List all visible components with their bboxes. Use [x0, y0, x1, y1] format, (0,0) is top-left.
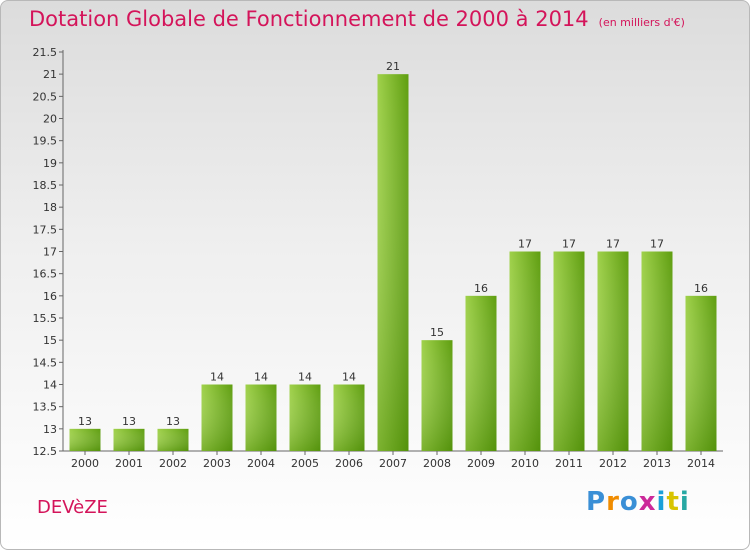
x-tick-label: 2010 [511, 457, 539, 470]
y-tick-label: 18 [43, 201, 57, 214]
bar-shade [465, 295, 497, 451]
y-tick-label: 14.5 [33, 356, 58, 369]
y-tick-label: 21.5 [33, 46, 58, 59]
bar-value-label: 17 [518, 238, 532, 251]
bar-value-label: 14 [210, 371, 224, 384]
logo-letter: P [586, 487, 607, 517]
bar-value-label: 17 [650, 238, 664, 251]
x-tick-label: 2007 [379, 457, 407, 470]
bar-shade [641, 251, 673, 451]
bar-value-label: 21 [386, 60, 400, 73]
logo-letter: o [619, 487, 639, 517]
x-tick-label: 2011 [555, 457, 583, 470]
bar-shade [685, 295, 717, 451]
y-tick-label: 15 [43, 334, 57, 347]
y-tick-label: 15.5 [33, 312, 58, 325]
bar-value-label: 13 [78, 415, 92, 428]
x-tick-label: 2004 [247, 457, 275, 470]
bar-value-label: 16 [694, 282, 708, 295]
x-tick-label: 2000 [71, 457, 99, 470]
x-tick-label: 2013 [643, 457, 671, 470]
chart-title: Dotation Globale de Fonctionnement de 20… [29, 7, 685, 31]
bar-shade [597, 251, 629, 451]
y-tick-label: 13 [43, 423, 57, 436]
commune-name: DEVèZE [37, 497, 108, 518]
x-tick-label: 2002 [159, 457, 187, 470]
logo-letter: i [679, 487, 690, 517]
y-tick-label: 16.5 [33, 268, 58, 281]
unit-note: (en milliers d'€) [598, 16, 685, 29]
bar-value-label: 14 [254, 371, 268, 384]
y-tick-label: 19 [43, 157, 57, 170]
y-tick-label: 21 [43, 68, 57, 81]
bar-shade [69, 428, 101, 451]
y-tick-label: 20 [43, 113, 57, 126]
bar-value-label: 17 [562, 238, 576, 251]
y-tick-label: 13.5 [33, 401, 58, 414]
x-tick-label: 2014 [687, 457, 715, 470]
bar-value-label: 14 [342, 371, 356, 384]
logo-letter: r [606, 487, 620, 517]
x-tick-label: 2005 [291, 457, 319, 470]
bar-value-label: 14 [298, 371, 312, 384]
bar-shade [113, 428, 145, 451]
x-tick-label: 2012 [599, 457, 627, 470]
bar-shade [553, 251, 585, 451]
y-tick-label: 14 [43, 379, 57, 392]
bar-value-label: 16 [474, 282, 488, 295]
logo-letter: t [666, 487, 680, 517]
bar-shade [377, 74, 409, 452]
bar-shade [245, 384, 277, 451]
bar-value-label: 13 [166, 415, 180, 428]
bar-shade [421, 340, 453, 451]
x-tick-label: 2009 [467, 457, 495, 470]
logo-letter: x [638, 487, 657, 517]
bar-value-label: 13 [122, 415, 136, 428]
proxiti-logo: Proxiti [586, 487, 690, 517]
y-tick-label: 12.5 [33, 445, 58, 458]
bar-shade [289, 384, 321, 451]
y-tick-label: 16 [43, 290, 57, 303]
bar-shade [157, 428, 189, 451]
y-tick-label: 17 [43, 246, 57, 259]
x-tick-label: 2003 [203, 457, 231, 470]
x-tick-label: 2001 [115, 457, 143, 470]
bar-shade [333, 384, 365, 451]
bar-value-label: 15 [430, 326, 444, 339]
y-tick-label: 18.5 [33, 179, 58, 192]
logo-letter: i [656, 487, 667, 517]
bar-value-label: 17 [606, 238, 620, 251]
y-tick-label: 20.5 [33, 90, 58, 103]
y-tick-label: 17.5 [33, 223, 58, 236]
bar-shade [509, 251, 541, 451]
bar-shade [201, 384, 233, 451]
x-tick-label: 2006 [335, 457, 363, 470]
y-tick-label: 19.5 [33, 135, 58, 148]
x-tick-label: 2008 [423, 457, 451, 470]
chart-title-text: Dotation Globale de Fonctionnement de 20… [29, 7, 589, 31]
